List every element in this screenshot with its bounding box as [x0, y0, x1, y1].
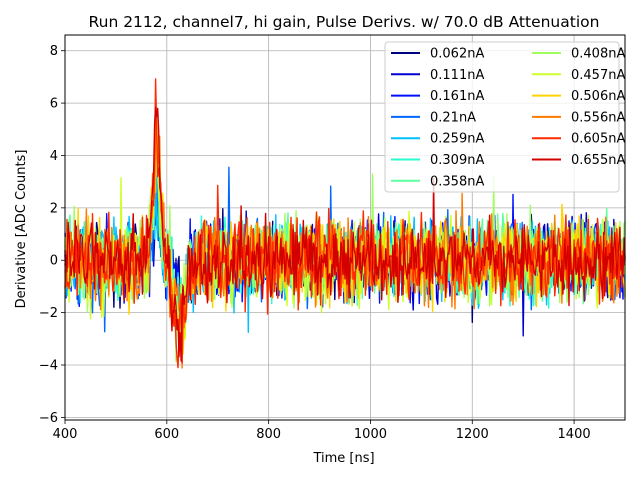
- legend-label: 0.605nA: [571, 132, 625, 147]
- y-tick-label: −4: [39, 359, 58, 374]
- legend-label: 0.309nA: [430, 153, 484, 168]
- y-tick-label: 4: [50, 149, 58, 164]
- legend-label: 0.161nA: [430, 89, 484, 104]
- legend-item: 0.506nA: [532, 89, 625, 104]
- x-tick-label: 400: [53, 427, 78, 442]
- legend-box: [384, 41, 620, 193]
- legend-items: 0.062nA 0.111nA 0.161nA 0.21nA 0.259nA 0.309n…: [391, 47, 625, 189]
- y-axis-ticks: −6 −4 −2 0 2 4 6 8: [39, 44, 65, 426]
- x-axis-ticks: 400 600 800 1000 1200 1400: [53, 420, 591, 442]
- series-line: [64, 106, 626, 362]
- legend-label: 0.111nA: [430, 68, 484, 83]
- y-tick-label: 6: [50, 97, 58, 112]
- legend-item: 0.21nA: [391, 110, 476, 125]
- plot-frame: [64, 34, 626, 421]
- legend-item: 0.556nA: [532, 110, 625, 125]
- x-tick-label: 1400: [558, 427, 591, 442]
- y-tick-label: −2: [39, 306, 58, 321]
- x-axis-label: Time [ns]: [312, 451, 374, 466]
- x-tick-label: 1000: [354, 427, 387, 442]
- legend-label: 0.655nA: [571, 153, 625, 168]
- legend-item: 0.605nA: [532, 132, 625, 147]
- legend-item: 0.309nA: [391, 153, 484, 168]
- legend-label: 0.062nA: [430, 47, 484, 62]
- x-tick-label: 1200: [456, 427, 489, 442]
- legend-item: 0.457nA: [532, 68, 625, 83]
- legend-item: 0.408nA: [532, 47, 625, 62]
- legend: 0.062nA 0.111nA 0.161nA 0.21nA 0.259nA 0.309n…: [384, 41, 625, 193]
- legend-label: 0.457nA: [571, 68, 625, 83]
- legend-item: 0.259nA: [391, 132, 484, 147]
- series-lines: [64, 78, 626, 369]
- legend-label: 0.408nA: [571, 47, 625, 62]
- x-tick-label: 800: [256, 427, 281, 442]
- y-axis-label: Derivative [ADC Counts]: [14, 150, 29, 309]
- x-tick-label: 600: [154, 427, 179, 442]
- legend-label: 0.358nA: [430, 174, 484, 189]
- legend-item: 0.358nA: [391, 174, 484, 189]
- y-tick-label: −6: [39, 411, 58, 426]
- legend-item: 0.111nA: [391, 68, 484, 83]
- legend-label: 0.506nA: [571, 89, 625, 104]
- legend-item: 0.062nA: [391, 47, 484, 62]
- y-tick-label: 0: [50, 254, 58, 269]
- legend-label: 0.556nA: [571, 110, 625, 125]
- y-tick-label: 2: [50, 201, 58, 216]
- legend-item: 0.161nA: [391, 89, 484, 104]
- legend-label: 0.259nA: [430, 132, 484, 147]
- legend-label: 0.21nA: [430, 110, 476, 125]
- y-tick-label: 8: [50, 44, 58, 59]
- chart-title: Run 2112, channel7, hi gain, Pulse Deriv…: [89, 13, 600, 31]
- legend-item: 0.655nA: [532, 153, 625, 168]
